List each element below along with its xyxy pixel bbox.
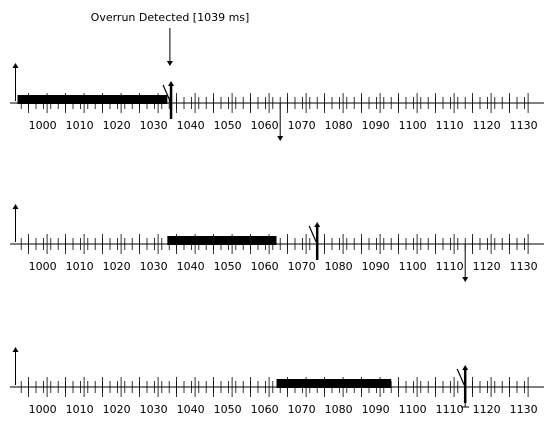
- axis-tick-label: 1030: [140, 403, 168, 416]
- axis-tick-label: 1000: [29, 260, 57, 273]
- deadline-arrow-head: [462, 277, 469, 282]
- axis-tick-label: 1040: [177, 119, 205, 132]
- execution-bar: [276, 379, 392, 388]
- axis-tick-label: 1130: [510, 403, 538, 416]
- axis-tick-label: 1100: [399, 403, 427, 416]
- axis-tick-label: 1010: [66, 403, 94, 416]
- overrun-annotation-label: Overrun Detected [1039 ms]: [91, 11, 250, 24]
- execution-bar: [17, 95, 168, 104]
- completion-slash: [308, 225, 317, 243]
- completion-arrow-head: [168, 81, 175, 86]
- axis-tick-label: 1070: [288, 403, 316, 416]
- axis-tick-label: 1070: [288, 119, 316, 132]
- axis-tick-label: 1090: [362, 260, 390, 273]
- axis-tick-label: 1110: [436, 260, 464, 273]
- axis-tick-label: 1030: [140, 260, 168, 273]
- axis-tick-label: 1010: [66, 260, 94, 273]
- execution-bar: [167, 236, 277, 245]
- axis-tick-label: 1020: [103, 260, 131, 273]
- axis-tick-label: 1000: [29, 403, 57, 416]
- axis-tick-label: 1080: [325, 260, 353, 273]
- completion-arrow-head: [314, 222, 321, 227]
- axis-tick-label: 1040: [177, 260, 205, 273]
- axis-tick-label: 1050: [214, 119, 242, 132]
- axis-tick-label: 1050: [214, 403, 242, 416]
- axis-tick-label: 1110: [436, 403, 464, 416]
- axis-tick-label: 1080: [325, 403, 353, 416]
- release-arrow-head: [12, 347, 19, 352]
- axis-tick-label: 1020: [103, 403, 131, 416]
- axis-tick-label: 1070: [288, 260, 316, 273]
- axis-tick-label: 1090: [362, 119, 390, 132]
- axis-tick-label: 1120: [473, 119, 501, 132]
- completion-slash: [162, 84, 171, 102]
- axis-tick-label: 1020: [103, 119, 131, 132]
- overrun-pointer-arrow-head: [166, 61, 173, 66]
- completion-arrow-head: [462, 365, 469, 370]
- axis-tick-label: 1040: [177, 403, 205, 416]
- axis-tick-label: 1120: [473, 403, 501, 416]
- axis-tick-label: 1100: [399, 260, 427, 273]
- release-arrow-head: [12, 63, 19, 68]
- release-arrow-head: [12, 204, 19, 209]
- axis-tick-label: 1120: [473, 260, 501, 273]
- axis-tick-label: 1030: [140, 119, 168, 132]
- axis-tick-label: 1060: [251, 119, 279, 132]
- axis-tick-label: 1110: [436, 119, 464, 132]
- deadline-arrow-head: [277, 136, 284, 141]
- axis-tick-label: 1100: [399, 119, 427, 132]
- completion-slash: [456, 368, 465, 386]
- timeline-rows: 1000 1010 1020 1030 1040 1050 1060 1070 1080 1090…: [10, 28, 544, 416]
- timeline-row-2: 1000 1010 1020 1030 1040 1050 1060 1070 1080 1090…: [10, 204, 544, 282]
- axis-tick-label: 1000: [29, 119, 57, 132]
- timeline-row-1: 1000 1010 1020 1030 1040 1050 1060 1070 1080 1090…: [10, 28, 544, 141]
- axis-tick-label: 1090: [362, 403, 390, 416]
- timeline-row-3: 1000 1010 1020 1030 1040 1050 1060 1070 1080 1090…: [10, 347, 544, 416]
- axis-tick-label: 1060: [251, 403, 279, 416]
- axis-tick-label: 1010: [66, 119, 94, 132]
- axis-tick-label: 1130: [510, 119, 538, 132]
- axis-tick-label: 1060: [251, 260, 279, 273]
- axis-tick-label: 1130: [510, 260, 538, 273]
- axis-tick-label: 1050: [214, 260, 242, 273]
- axis-tick-label: 1080: [325, 119, 353, 132]
